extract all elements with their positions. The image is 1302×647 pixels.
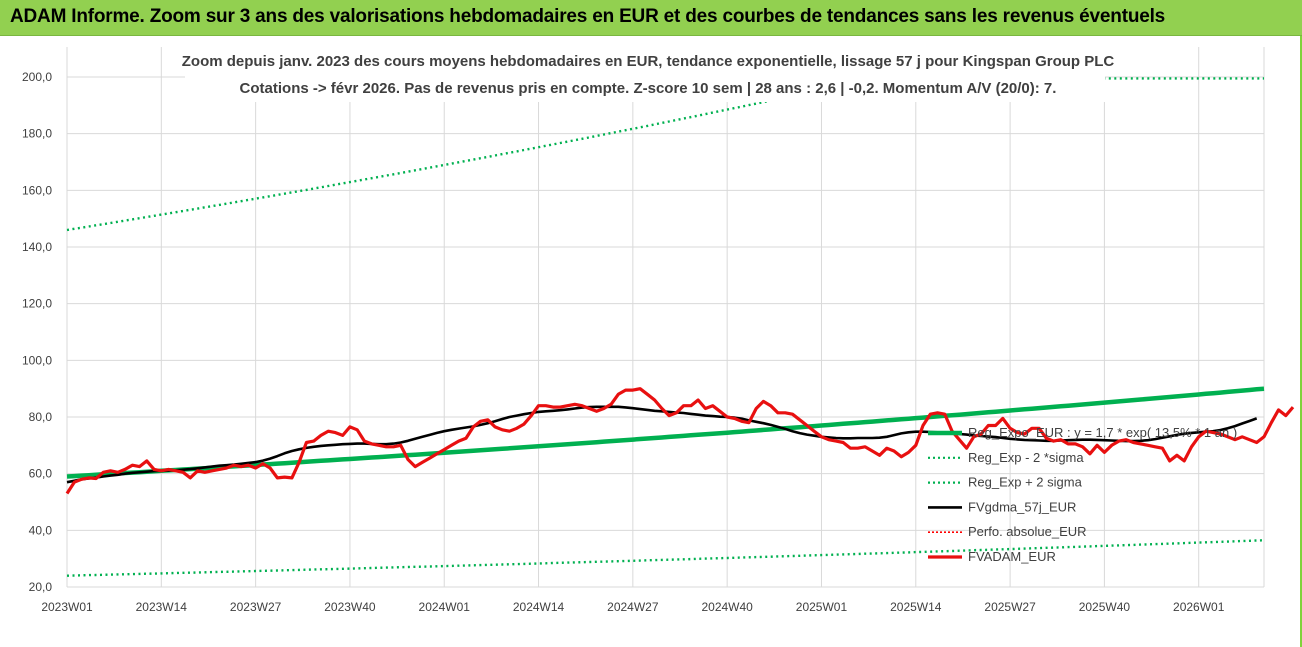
y-axis-ticks: 20,0 40,0 60,0 80,0 100,0 120,0 140,0 160,0 180,… xyxy=(22,70,52,594)
x-tick-label: 2023W14 xyxy=(136,600,188,614)
legend-label: FVADAM_EUR xyxy=(968,549,1056,564)
x-tick-label: 2024W14 xyxy=(513,600,565,614)
x-tick-label: 2026W01 xyxy=(1173,600,1225,614)
lower-band-line xyxy=(66,539,1265,577)
y-tick-label: 100,0 xyxy=(22,353,52,367)
x-tick-label: 2025W01 xyxy=(796,600,848,614)
x-tick-label: 2024W40 xyxy=(701,600,753,614)
y-tick-label: 60,0 xyxy=(29,467,53,481)
legend: Reg_Expo_EUR : y = 1,7 * exp( 13,5% * 1 … xyxy=(928,425,1237,564)
legend-label: Reg_Exp + 2 sigma xyxy=(968,475,1083,490)
chart-title-line2: Cotations -> févr 2026. Pas de revenus p… xyxy=(240,80,1057,97)
banner-title: ADAM Informe. Zoom sur 3 ans des valoris… xyxy=(10,6,1166,27)
x-tick-label: 2025W14 xyxy=(890,600,942,614)
title-mask xyxy=(185,46,1105,102)
x-axis-ticks: 2023W01 2023W14 2023W27 2023W40 2024W01 2024W… xyxy=(41,600,1224,614)
x-tick-label: 2024W27 xyxy=(607,600,659,614)
x-tick-label: 2024W01 xyxy=(419,600,471,614)
grid-lines xyxy=(66,47,1265,588)
x-tick-label: 2025W40 xyxy=(1079,600,1131,614)
legend-label: Reg_Expo_EUR : y = 1,7 * exp( 13,5% * 1 … xyxy=(968,425,1237,440)
legend-label: Reg_Exp - 2 *sigma xyxy=(968,450,1084,465)
y-tick-label: 200,0 xyxy=(22,70,52,84)
y-tick-label: 140,0 xyxy=(22,240,52,254)
y-tick-label: 120,0 xyxy=(22,297,52,311)
x-tick-label: 2023W40 xyxy=(324,600,376,614)
y-tick-label: 160,0 xyxy=(22,183,52,197)
legend-label: FVgdma_57j_EUR xyxy=(968,499,1076,514)
x-tick-label: 2023W27 xyxy=(230,600,282,614)
y-tick-label: 80,0 xyxy=(29,410,53,424)
y-tick-label: 180,0 xyxy=(22,127,52,141)
x-tick-label: 2025W27 xyxy=(984,600,1036,614)
y-tick-label: 40,0 xyxy=(29,523,53,537)
price-line xyxy=(65,387,1295,495)
legend-label: Perfo. absolue_EUR xyxy=(968,524,1087,539)
y-tick-label: 20,0 xyxy=(29,580,53,594)
series-lines xyxy=(65,77,1295,577)
chart-title-line1: Zoom depuis janv. 2023 des cours moyens … xyxy=(182,53,1115,70)
title-banner: ADAM Informe. Zoom sur 3 ans des valoris… xyxy=(0,0,1302,36)
x-tick-label: 2023W01 xyxy=(41,600,93,614)
